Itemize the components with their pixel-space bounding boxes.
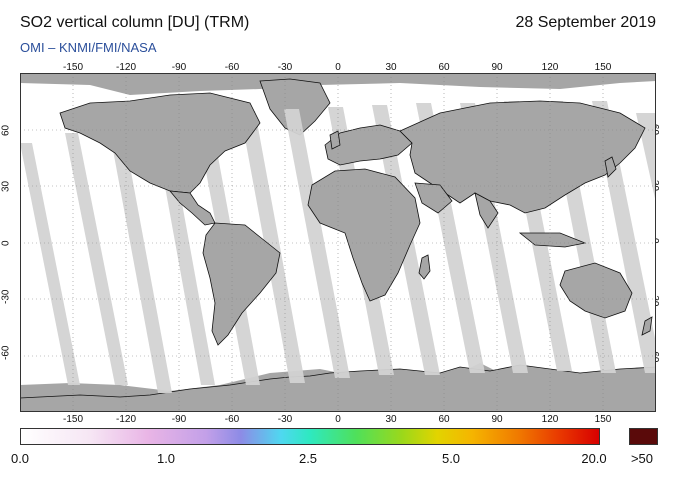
new-zealand xyxy=(641,316,653,336)
lon-tick: -30 xyxy=(277,62,293,73)
map-date: 28 September 2019 xyxy=(515,14,656,31)
lon-tick: 0 xyxy=(335,414,341,425)
north-america xyxy=(59,92,261,194)
lon-tick: -150 xyxy=(62,62,84,73)
lon-tick: -60 xyxy=(224,62,240,73)
colorbar-gradient xyxy=(20,428,600,445)
lon-tick: 60 xyxy=(438,414,450,425)
lon-tick: -120 xyxy=(115,414,137,425)
lon-tick: 30 xyxy=(385,414,397,425)
lon-tick: 90 xyxy=(491,62,503,73)
so2-map xyxy=(20,73,656,412)
lon-tick: -30 xyxy=(277,414,293,425)
lat-tick: -60 xyxy=(0,345,12,360)
lon-tick: 120 xyxy=(541,414,559,425)
lon-tick: -90 xyxy=(171,62,187,73)
australia xyxy=(559,262,633,319)
lon-tick: 150 xyxy=(594,414,612,425)
map-frame xyxy=(20,73,656,412)
colorbar-label: >50 xyxy=(630,451,654,466)
colorbar-overflow-swatch xyxy=(629,428,658,445)
antarctica xyxy=(20,364,656,412)
japan xyxy=(604,156,617,178)
lon-tick: -90 xyxy=(171,414,187,425)
lon-tick: -120 xyxy=(115,62,137,73)
europe xyxy=(324,124,413,166)
graticule xyxy=(20,73,656,412)
lon-tick: -60 xyxy=(224,414,240,425)
british-isles xyxy=(329,130,341,150)
lon-tick: 150 xyxy=(594,62,612,73)
lon-tick: 60 xyxy=(438,62,450,73)
colorbar-label: 1.0 xyxy=(156,451,176,466)
map-title: SO2 vertical column [DU] (TRM) xyxy=(20,14,250,31)
colorbar-label: 2.5 xyxy=(298,451,318,466)
lat-tick: 30 xyxy=(0,180,12,192)
lon-tick: 0 xyxy=(335,62,341,73)
lat-tick: -30 xyxy=(0,289,12,304)
arctic-land xyxy=(259,78,331,136)
continents xyxy=(59,92,653,346)
colorbar-label: 20.0 xyxy=(581,451,607,466)
lat-tick: 0 xyxy=(0,240,12,246)
lat-tick: 60 xyxy=(0,124,12,136)
colorbar-label: 0.0 xyxy=(10,451,30,466)
south-america xyxy=(202,222,281,346)
madagascar xyxy=(418,254,431,280)
map-svg xyxy=(20,73,656,412)
lon-tick: 90 xyxy=(491,414,503,425)
lon-tick: 120 xyxy=(541,62,559,73)
lon-tick: -150 xyxy=(62,414,84,425)
arabian-peninsula xyxy=(414,182,453,214)
lon-tick: 30 xyxy=(385,62,397,73)
map-credit: OMI – KNMI/FMI/NASA xyxy=(20,40,157,55)
colorbar-label: 5.0 xyxy=(441,451,461,466)
africa xyxy=(307,168,421,302)
india xyxy=(474,192,499,229)
asia xyxy=(399,100,646,214)
